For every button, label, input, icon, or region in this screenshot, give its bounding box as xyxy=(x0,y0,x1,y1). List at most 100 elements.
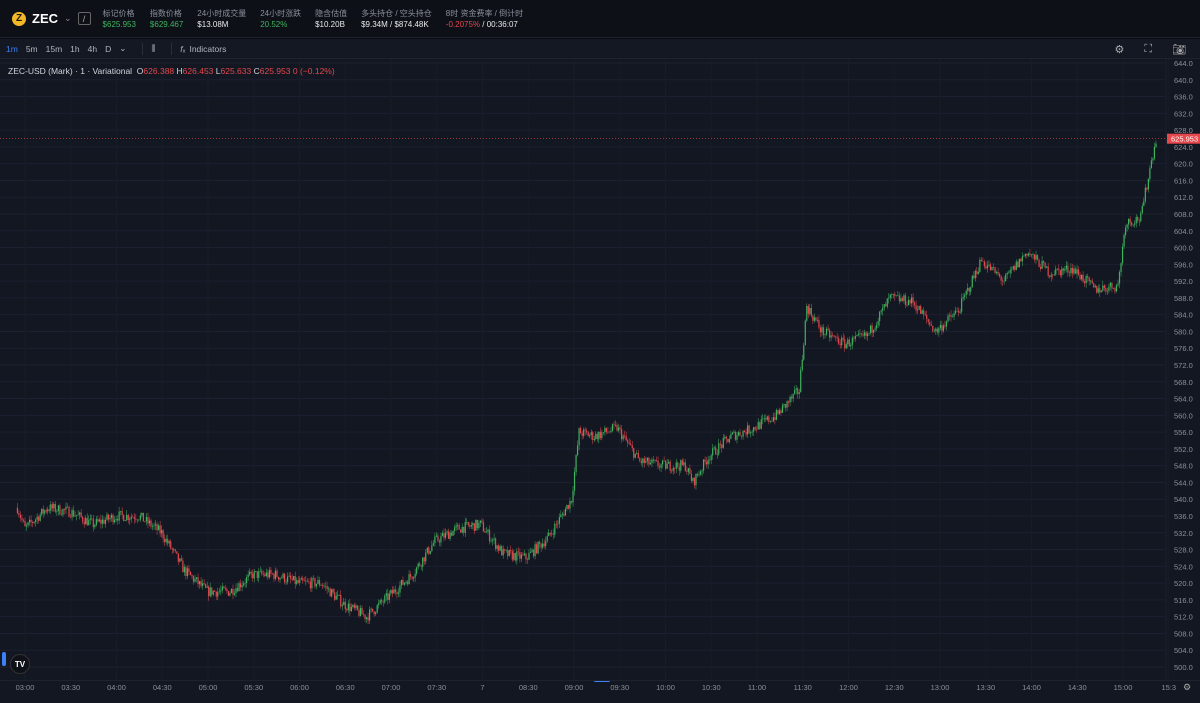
chevron-down-icon[interactable]: ⌄ xyxy=(119,43,127,53)
camera-icon[interactable]: 📷︎ xyxy=(1172,43,1186,56)
candle xyxy=(1036,255,1039,260)
tradingview-logo[interactable]: TV xyxy=(10,654,30,674)
candle xyxy=(1052,274,1054,276)
candle xyxy=(534,544,536,557)
candle xyxy=(639,458,641,461)
settings-icon[interactable]: ⚙ xyxy=(1114,43,1125,56)
candle xyxy=(851,337,853,345)
candle xyxy=(1100,290,1102,293)
candle xyxy=(725,436,727,439)
candle xyxy=(762,418,764,420)
candle xyxy=(496,545,498,549)
candle xyxy=(246,577,248,584)
candle xyxy=(668,461,670,464)
candle xyxy=(608,431,611,433)
time-axis[interactable]: 03:00 03:30 04:00 04:30 05:00 05:30 06:00 06:30… xyxy=(0,680,1200,703)
candle xyxy=(895,295,897,297)
candle xyxy=(630,443,632,446)
candle xyxy=(349,603,351,612)
candle xyxy=(368,609,371,621)
x-tick-label: 15:3 xyxy=(1161,683,1176,692)
chevron-down-icon[interactable]: ⌄ xyxy=(64,13,72,23)
candle xyxy=(654,460,656,461)
y-tick-label: 540.0 xyxy=(1174,495,1193,504)
candle xyxy=(247,574,249,578)
interval-5m[interactable]: 5m xyxy=(25,43,38,54)
candle xyxy=(112,514,114,523)
stat-value: 20.52% xyxy=(260,19,288,29)
candle xyxy=(230,588,233,594)
candle xyxy=(903,295,905,301)
stat-0: 标记价格 $625.953 xyxy=(103,8,136,30)
candle xyxy=(416,567,418,574)
candle xyxy=(830,335,832,338)
candle xyxy=(555,523,557,525)
fx-icon[interactable]: fₓ xyxy=(180,43,186,54)
candle xyxy=(1121,246,1124,264)
symbol-selector[interactable]: ZEC xyxy=(32,11,58,26)
candle xyxy=(592,432,594,440)
interval-4h[interactable]: 4h xyxy=(87,43,98,54)
candle xyxy=(441,533,444,537)
interval-D[interactable]: D xyxy=(105,43,112,54)
candle xyxy=(72,510,75,517)
candle xyxy=(25,525,28,527)
market-stats: 标记价格 $625.953 指数价格 $629.467 24小时成交量 $13.08M 24… xyxy=(103,8,538,30)
candle xyxy=(818,320,820,328)
candle xyxy=(525,553,527,560)
candle xyxy=(859,333,861,335)
candle xyxy=(173,549,175,550)
candle xyxy=(226,589,228,592)
candle xyxy=(353,604,356,608)
candle xyxy=(76,515,78,516)
candle xyxy=(620,429,623,440)
candle xyxy=(403,582,406,585)
candle xyxy=(1005,274,1007,282)
slash-icon[interactable]: / xyxy=(77,12,91,25)
candle xyxy=(42,508,44,514)
fullscreen-icon[interactable]: ⛶ xyxy=(1144,42,1153,55)
candle xyxy=(1118,272,1121,284)
candle xyxy=(491,539,494,541)
candle xyxy=(912,297,914,303)
interval-1h[interactable]: 1h xyxy=(70,43,80,54)
candle xyxy=(63,508,66,510)
price-chart[interactable]: 500.0 504.0 508.0 512.0 516.0 520.0 524.0 528.0… xyxy=(0,59,1200,680)
candle xyxy=(765,418,767,420)
candle xyxy=(227,591,230,596)
x-tick-label: 10:30 xyxy=(702,683,721,692)
candle xyxy=(461,526,463,533)
indicators-button[interactable]: Indicators xyxy=(189,43,227,54)
time-scroll-handle[interactable] xyxy=(594,680,610,682)
candle xyxy=(39,514,41,521)
candle xyxy=(324,585,327,587)
axis-settings-icon[interactable]: ⚙ xyxy=(1183,682,1191,692)
y-tick-label: 580.0 xyxy=(1174,327,1193,336)
candle xyxy=(1135,216,1137,224)
interval-1m[interactable]: 1m xyxy=(6,43,18,54)
candle xyxy=(665,460,667,469)
candle xyxy=(892,293,894,295)
candle xyxy=(1044,262,1046,268)
interval-15m[interactable]: 15m xyxy=(45,43,63,54)
candle xyxy=(1085,276,1087,284)
candle xyxy=(364,614,366,619)
candle xyxy=(566,504,568,509)
candle xyxy=(276,570,278,577)
candle xyxy=(617,427,620,431)
candle xyxy=(976,270,978,274)
candle xyxy=(939,324,941,329)
candle xyxy=(539,541,541,544)
candle xyxy=(542,543,544,548)
candle xyxy=(812,315,814,321)
candle xyxy=(511,551,513,560)
candle xyxy=(388,593,390,600)
candle xyxy=(249,571,251,575)
candle xyxy=(434,536,436,544)
candle xyxy=(186,568,189,576)
scroll-handle[interactable] xyxy=(2,652,6,666)
candle-type-icon[interactable]: ⫼ xyxy=(151,43,156,53)
candle xyxy=(212,590,214,595)
candle xyxy=(768,416,770,422)
candle xyxy=(625,435,627,441)
